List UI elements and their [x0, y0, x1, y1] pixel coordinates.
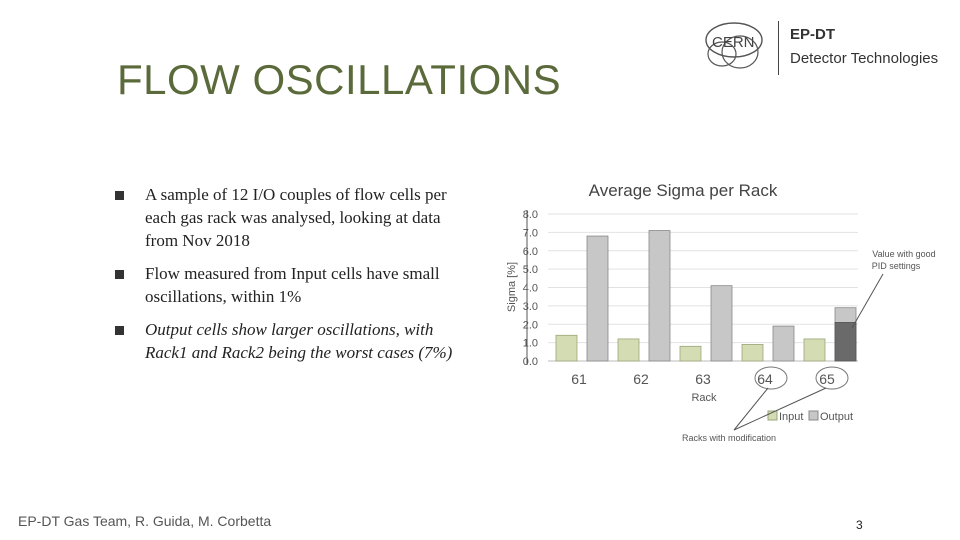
bullet-list: A sample of 12 I/O couples of flow cells…: [113, 183, 473, 374]
y-tick-label: 8.0: [523, 209, 538, 221]
bar-output-65: [834, 307, 857, 362]
y-tick-label: 6.0: [523, 246, 538, 258]
bullet-item: Output cells show larger oscillations, w…: [113, 318, 473, 364]
bullet-square-icon: [115, 191, 124, 200]
logo-divider: [778, 21, 779, 75]
cern-logo: CERN EP-DT Detector Technologies: [700, 18, 950, 80]
annotation-pid-arrow: [851, 273, 884, 329]
y-tick-label: 2.0: [523, 319, 538, 331]
highlight-circle-65: [815, 366, 849, 390]
bullet-text: A sample of 12 I/O couples of flow cells…: [145, 185, 447, 250]
x-axis-label: Rack: [691, 392, 717, 404]
annotation-pid-line2: PID settings: [872, 261, 921, 271]
x-tick-label: 64: [757, 371, 773, 387]
highlight-circle-64: [754, 366, 788, 390]
legend-swatch-input: [767, 410, 778, 421]
annotation-pid-line1: Value with good: [872, 249, 935, 259]
annotation-mod-line-65: [733, 387, 827, 431]
bar-input-63: [679, 345, 702, 362]
bullet-text: Output cells show larger oscillations, w…: [145, 320, 453, 362]
bar-input-62: [617, 338, 640, 362]
bar-output-64: [772, 325, 795, 362]
y-tick-label: 0.0: [523, 356, 538, 368]
bullet-item: Flow measured from Input cells have smal…: [113, 262, 473, 308]
legend-swatch-output: [808, 410, 819, 421]
annotation-modification: Racks with modification: [682, 433, 776, 443]
y-tick-label: 5.0: [523, 264, 538, 276]
logo-group: Detector Technologies: [790, 50, 939, 67]
slide-title: FLOW OSCILLATIONS: [117, 56, 562, 103]
bullet-square-icon: [115, 270, 124, 279]
legend-label-output: Output: [820, 411, 853, 423]
svg-text:CERN: CERN: [712, 34, 755, 51]
y-tick-label: 3.0: [523, 301, 538, 313]
bullet-text: Flow measured from Input cells have smal…: [145, 264, 440, 306]
bar-output-62: [648, 230, 671, 362]
bar-input-64: [741, 344, 764, 362]
bar-output-good-pid-65: [834, 322, 857, 362]
y-tick-label: 7.0: [523, 227, 538, 239]
x-tick-label: 65: [819, 371, 835, 387]
bullet-item: A sample of 12 I/O couples of flow cells…: [113, 183, 473, 252]
bar-output-61: [586, 235, 609, 362]
cern-logo-mark: CERN: [705, 22, 763, 69]
y-tick-label: 4.0: [523, 283, 538, 295]
x-tick-label: 62: [633, 371, 649, 387]
annotation-mod-line-64: [733, 387, 769, 431]
bullet-square-icon: [115, 326, 124, 335]
logo-dept: EP-DT: [790, 26, 835, 43]
bar-output-63: [710, 285, 733, 362]
legend-label-input: Input: [779, 411, 803, 423]
chart-title: Average Sigma per Rack: [589, 181, 778, 200]
x-tick-label: 61: [571, 371, 587, 387]
bar-input-61: [555, 334, 578, 362]
x-tick-label: 63: [695, 371, 711, 387]
y-axis-label: Sigma [%]: [506, 262, 518, 312]
y-tick-label: 1.0: [523, 338, 538, 350]
page-number: 3: [856, 518, 863, 532]
footer-credit: EP-DT Gas Team, R. Guida, M. Corbetta: [18, 513, 272, 529]
bar-input-65: [803, 338, 826, 362]
